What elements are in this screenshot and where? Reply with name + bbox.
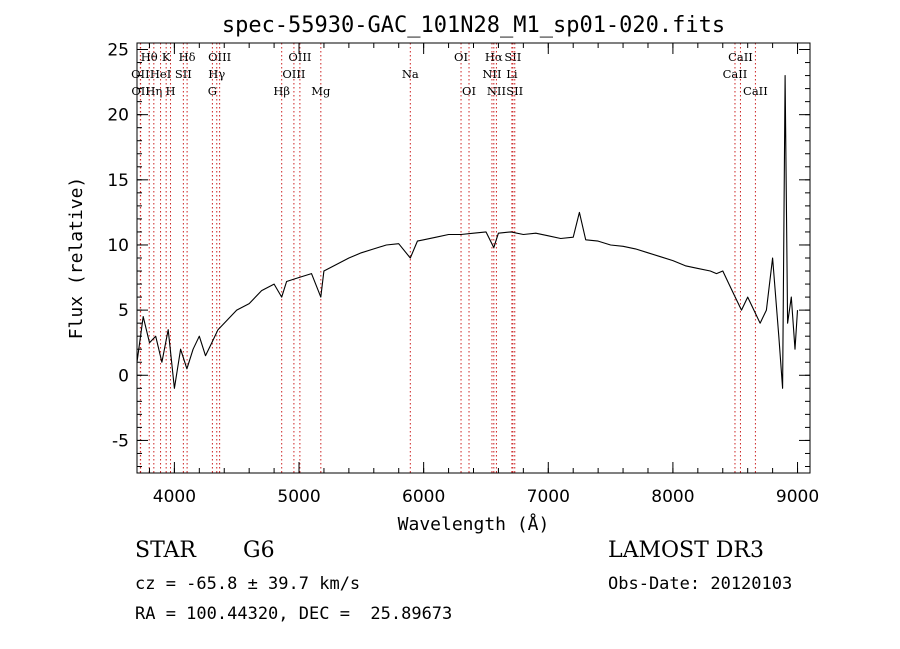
y-tick-label: -5 [112,431,129,451]
spectral-line-label: OI [454,50,468,64]
y-tick-label: 0 [118,366,129,386]
spectral-line-label: CaII [723,67,748,81]
x-tick-label: 8000 [651,487,694,507]
spectral-line-label: Li [506,67,518,81]
observation-date: Obs-Date: 20120103 [608,574,793,594]
spectral-line-label: Hβ [273,84,290,98]
x-tick-label: 9000 [776,487,819,507]
x-tick-label: 6000 [402,487,445,507]
spectral-line-label: HeI [150,67,171,81]
redshift-velocity: cz = -65.8 ± 39.7 km/s [135,574,361,594]
spectral-line-label: SII [504,50,521,64]
spectral-line-label: CaII [728,50,753,64]
y-axis-label: Flux (relative) [66,177,87,340]
spectral-line-label: Hδ [179,50,196,64]
spectral-line-label: CaII [743,84,768,98]
spectral-line-label: OIII [208,50,231,64]
spectral-line-label: OI [462,84,476,98]
object-subclass: G6 [243,538,275,563]
spectral-line-label: Hη [145,84,162,98]
spectral-line-label: OII [131,67,150,81]
y-tick-label: 20 [107,106,129,126]
spectral-line-label: NII [482,67,501,81]
plot-frame [136,42,811,474]
survey-name: LAMOST DR3 [608,538,764,563]
spectral-line-label: Hθ [141,50,158,64]
spectral-line-label: K [162,50,171,64]
spectral-line-label: Hγ [208,67,225,81]
x-tick-label: 7000 [527,487,570,507]
spectral-line-label: H [166,84,176,98]
y-tick-label: 5 [118,301,129,321]
y-tick-label: 25 [107,41,129,61]
spectral-line-label: Na [402,67,419,81]
x-tick-label: 4000 [153,487,196,507]
spectral-line-label: SII [175,67,192,81]
x-tick-label: 5000 [277,487,320,507]
spectrum-line [136,75,799,389]
spectral-line-label: OII [131,84,150,98]
object-class: STAR [135,538,196,563]
coordinates: RA = 100.44320, DEC = 25.89673 [135,604,453,624]
x-axis-label: Wavelength (Å) [398,513,550,535]
y-tick-label: 10 [107,236,129,256]
spectral-line-label: NII [487,84,506,98]
spectral-line-label: G [208,84,217,98]
spectral-line-label: SII [506,84,523,98]
chart-title: spec-55930-GAC_101N28_M1_sp01-020.fits [222,13,725,38]
spectral-line-label: Mg [311,84,331,98]
y-tick-label: 15 [107,171,129,191]
spectral-line-label: OIII [282,67,305,81]
spectral-line-label: Hα [485,50,503,64]
spectral-line-label: OIII [288,50,311,64]
